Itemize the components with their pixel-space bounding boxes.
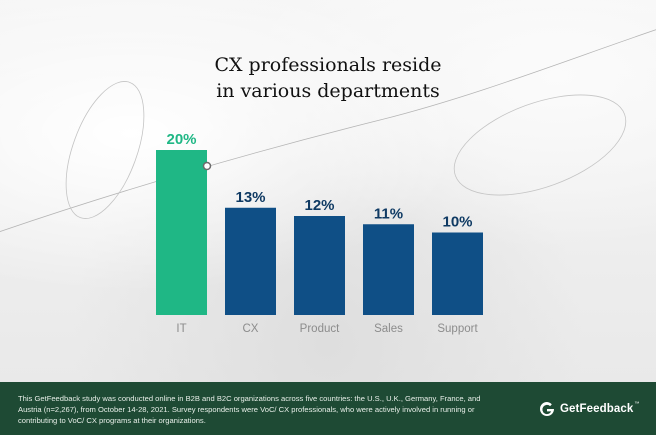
bar-chart: 20% IT 13% CX 12% Product 11% Sales 10% Support: [156, 131, 483, 335]
category-label-support: Support: [437, 323, 478, 335]
footer: This GetFeedback study was conducted onl…: [0, 382, 656, 435]
study-footnote: This GetFeedback study was conducted onl…: [18, 394, 481, 425]
value-label-it: 20%: [166, 131, 196, 148]
decorative-swoosh: [0, 29, 656, 232]
category-label-cx: CX: [243, 323, 259, 335]
category-label-sales: Sales: [374, 323, 403, 335]
brand-name: GetFeedback: [560, 403, 634, 415]
brand-trademark: ™: [634, 401, 640, 407]
bar-product: [294, 216, 345, 315]
chart-title: CX professionals reside in various depar…: [0, 52, 656, 104]
chart-canvas: CX professionals reside in various depar…: [0, 0, 656, 382]
value-label-product: 12%: [304, 197, 334, 214]
value-label-cx: 13%: [235, 189, 265, 206]
value-label-sales: 11%: [374, 205, 403, 222]
bar-support: [432, 232, 483, 315]
category-label-product: Product: [300, 323, 340, 335]
chart-title-line-2: in various departments: [216, 80, 440, 102]
category-label-it: IT: [176, 323, 186, 335]
getfeedback-logo-icon: [540, 402, 554, 416]
swoosh-marker: [202, 161, 212, 171]
bar-sales: [363, 224, 414, 315]
bar-cx: [225, 207, 276, 315]
getfeedback-logo: GetFeedback ™: [539, 401, 639, 417]
bar-it: [156, 150, 207, 315]
value-label-support: 10%: [442, 214, 472, 231]
chart-title-line-1: CX professionals reside: [214, 54, 442, 76]
